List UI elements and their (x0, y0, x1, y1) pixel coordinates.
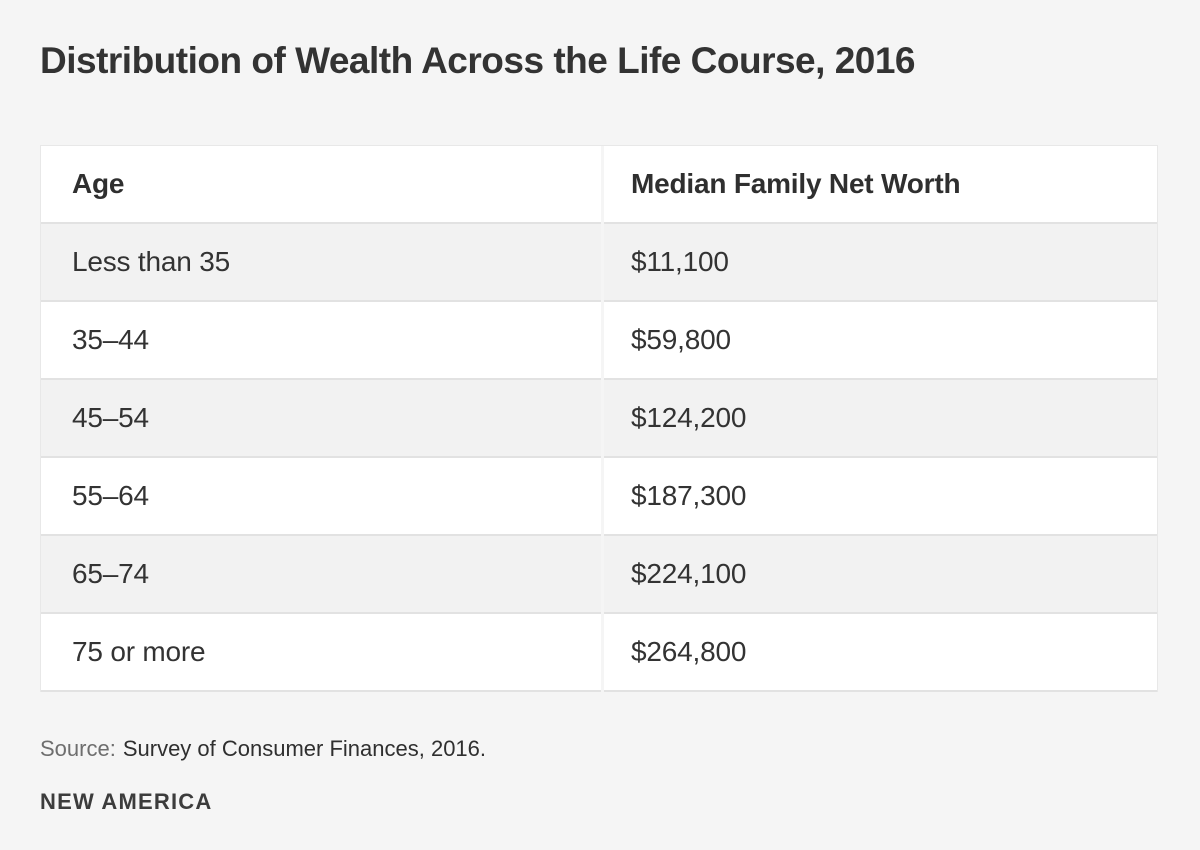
source-citation: Survey of Consumer Finances, 2016. (122, 735, 487, 761)
net-worth-cell: $124,200 (604, 379, 1157, 458)
age-cell: 45–54 (41, 379, 601, 458)
table-row: 35–44 $59,800 (41, 301, 1157, 380)
table-row: 75 or more $264,800 (41, 613, 1157, 692)
age-cell: 75 or more (41, 613, 601, 692)
age-cell: 65–74 (41, 535, 601, 614)
net-worth-cell: $187,300 (604, 457, 1157, 536)
age-cell: Less than 35 (41, 223, 601, 302)
table-row: 45–54 $124,200 (41, 379, 1157, 458)
table-header-row: Age Median Family Net Worth (41, 145, 1157, 224)
wealth-table: Age Median Family Net Worth Less than 35… (40, 144, 1158, 692)
age-cell: 35–44 (41, 301, 601, 380)
age-cell: 55–64 (41, 457, 601, 536)
table-row: Less than 35 $11,100 (41, 223, 1157, 302)
table-row: 55–64 $187,300 (41, 457, 1157, 536)
net-worth-cell: $264,800 (604, 613, 1157, 692)
new-america-wordmark: NEW AMERICA (40, 788, 213, 814)
net-worth-cell: $11,100 (604, 223, 1157, 302)
net-worth-cell: $59,800 (604, 301, 1157, 380)
column-header-net-worth: Median Family Net Worth (604, 145, 1157, 224)
table-row: 65–74 $224,100 (41, 535, 1157, 614)
source-note: Source: Survey of Consumer Finances, 2016… (40, 735, 1158, 761)
page-title: Distribution of Wealth Across the Life C… (40, 40, 916, 81)
source-label: Source: (40, 735, 116, 761)
column-header-age: Age (41, 145, 601, 224)
net-worth-cell: $224,100 (604, 535, 1157, 614)
